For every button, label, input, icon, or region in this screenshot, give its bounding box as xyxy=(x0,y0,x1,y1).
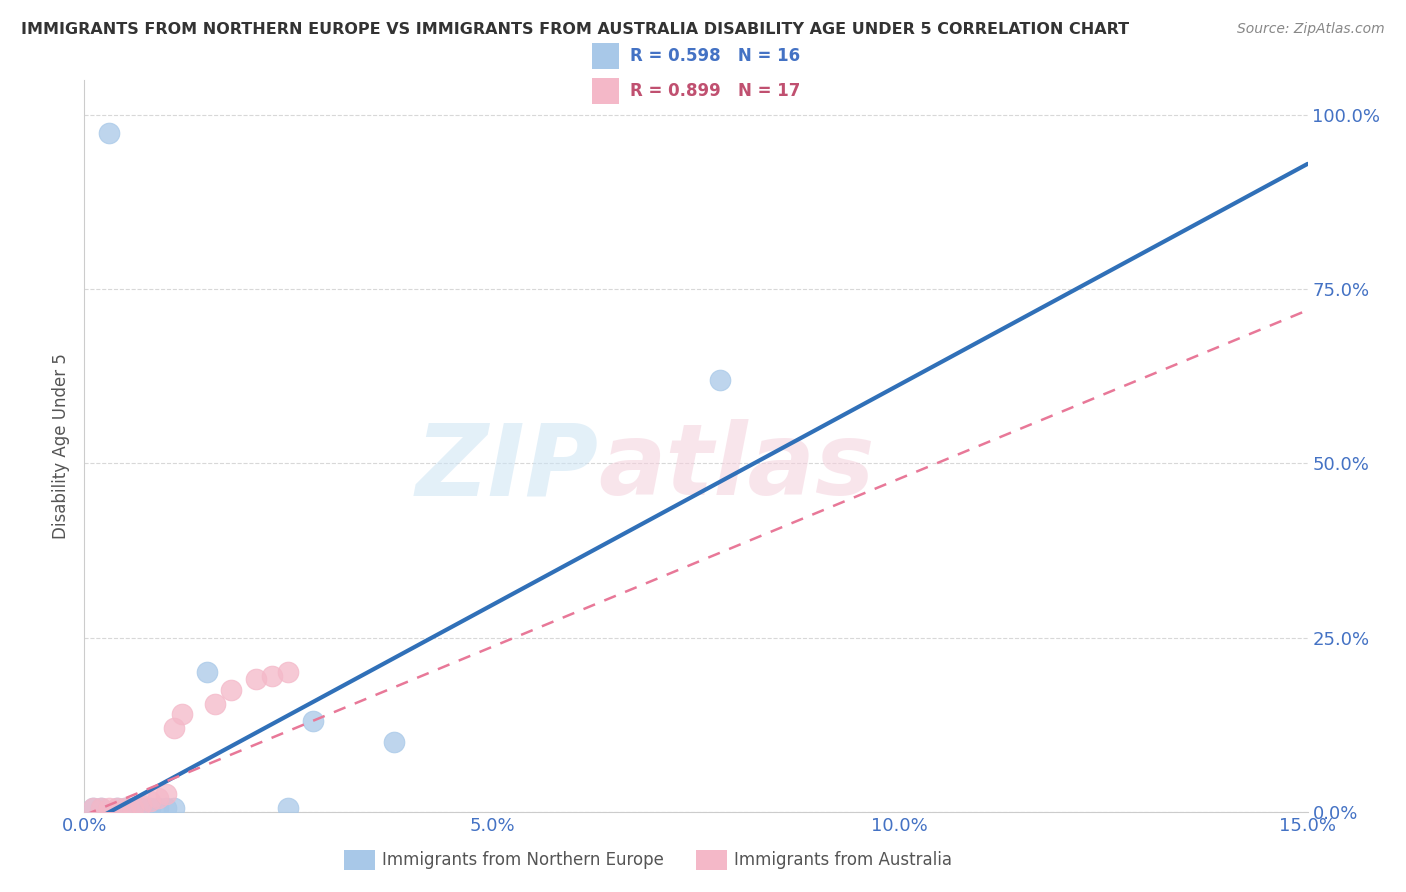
Text: Source: ZipAtlas.com: Source: ZipAtlas.com xyxy=(1237,22,1385,37)
Text: atlas: atlas xyxy=(598,419,875,516)
Point xyxy=(155,787,177,801)
Text: IMMIGRANTS FROM NORTHERN EUROPE VS IMMIGRANTS FROM AUSTRALIA DISABILITY AGE UNDE: IMMIGRANTS FROM NORTHERN EUROPE VS IMMIG… xyxy=(21,22,1129,37)
Text: Immigrants from Australia: Immigrants from Australia xyxy=(734,851,952,869)
Point xyxy=(114,801,136,815)
Point xyxy=(163,721,186,735)
Text: R = 0.598   N = 16: R = 0.598 N = 16 xyxy=(630,47,800,65)
Point xyxy=(131,797,153,812)
FancyBboxPatch shape xyxy=(592,78,619,104)
Point xyxy=(172,707,194,722)
Point xyxy=(105,801,128,815)
Point xyxy=(138,794,160,808)
Point xyxy=(155,801,177,815)
Point xyxy=(146,790,169,805)
Point xyxy=(82,801,104,815)
Point xyxy=(195,665,218,680)
Point xyxy=(122,801,145,815)
Point xyxy=(131,801,153,815)
Point xyxy=(245,673,267,687)
Text: Immigrants from Northern Europe: Immigrants from Northern Europe xyxy=(382,851,664,869)
Point xyxy=(260,669,283,683)
Point xyxy=(90,801,112,815)
Point xyxy=(277,801,299,815)
FancyBboxPatch shape xyxy=(592,44,619,69)
Point xyxy=(163,801,186,815)
Point xyxy=(105,801,128,815)
Point xyxy=(277,665,299,680)
Y-axis label: Disability Age Under 5: Disability Age Under 5 xyxy=(52,353,70,539)
Point xyxy=(219,682,242,697)
Point xyxy=(301,714,323,728)
Point xyxy=(114,801,136,815)
Point xyxy=(709,373,731,387)
Text: ZIP: ZIP xyxy=(415,419,598,516)
Point xyxy=(122,801,145,815)
Point xyxy=(146,801,169,815)
Point xyxy=(97,126,120,140)
Point xyxy=(97,801,120,815)
Point xyxy=(204,697,226,711)
Point xyxy=(382,735,405,749)
Point xyxy=(82,801,104,815)
Point xyxy=(138,801,160,815)
Text: R = 0.899   N = 17: R = 0.899 N = 17 xyxy=(630,82,800,100)
Point xyxy=(90,801,112,815)
